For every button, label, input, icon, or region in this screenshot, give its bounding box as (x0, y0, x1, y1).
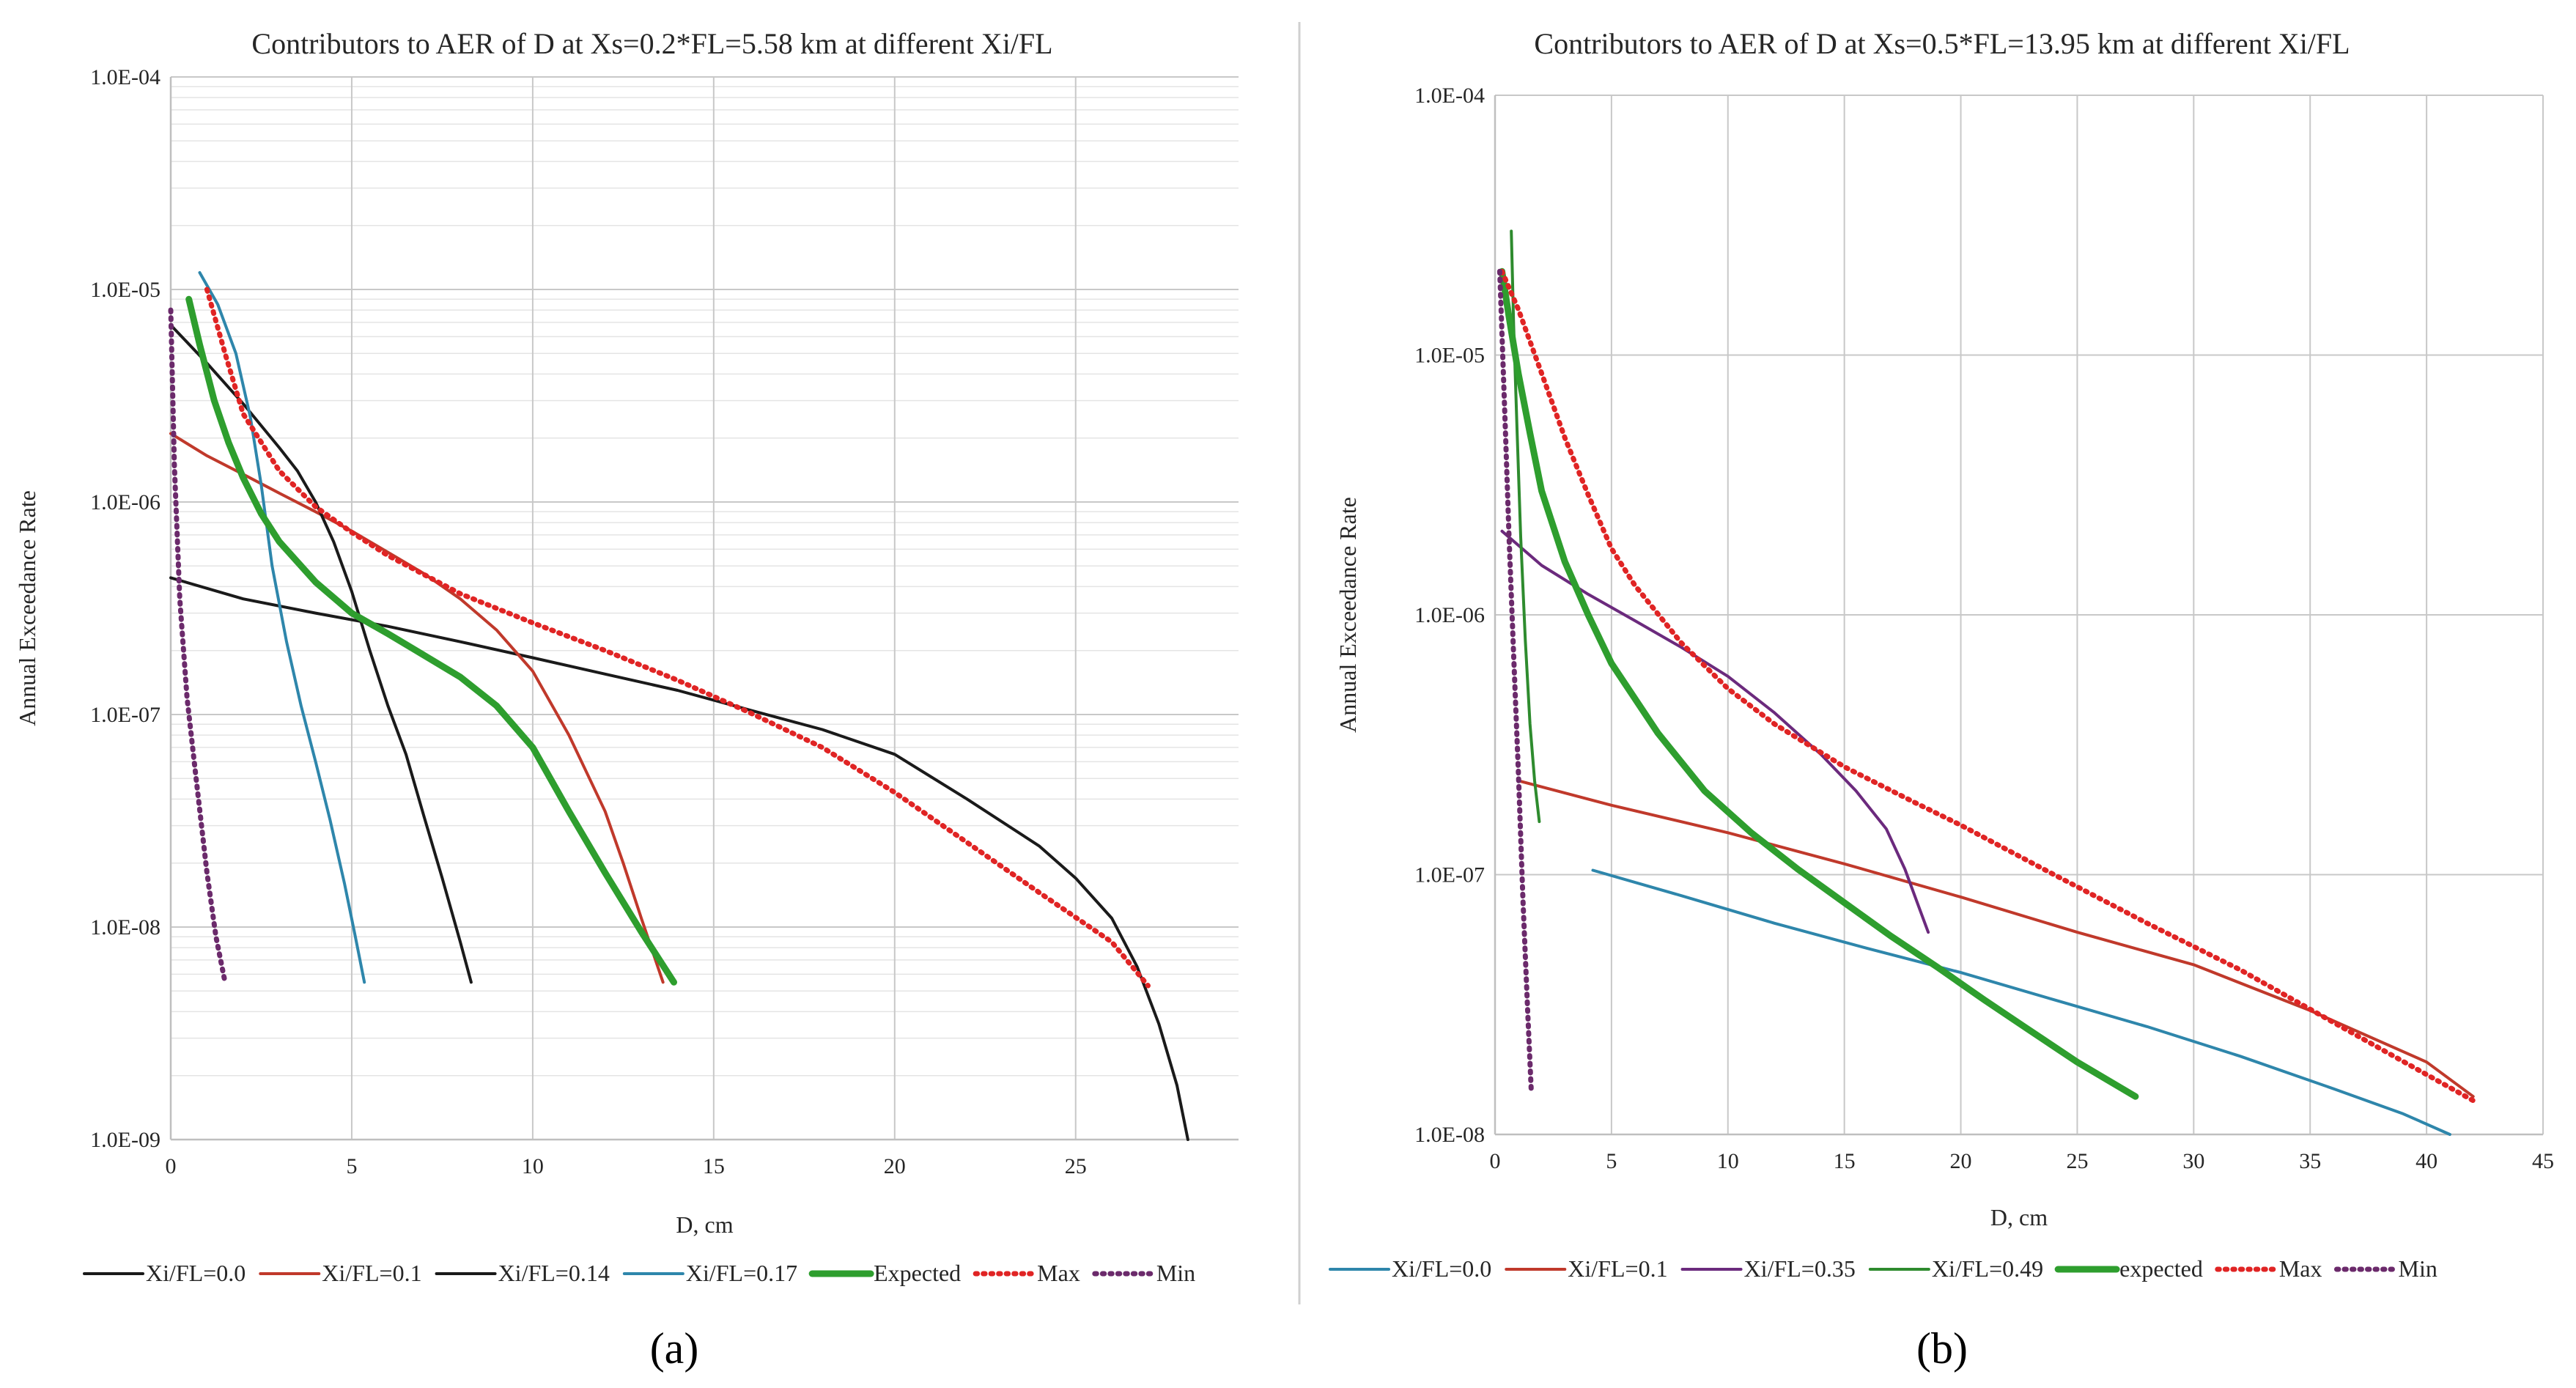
chart0-x-tick-label: 15 (703, 1154, 725, 1178)
chart1-x-tick-label: 5 (1606, 1149, 1617, 1173)
chart1-legend-item: Min (2333, 1255, 2437, 1282)
chart0-x-tick-label: 0 (166, 1154, 177, 1178)
chart0-series-line-xi-fl-0-17 (198, 271, 366, 984)
chart0-y-axis-label: Annual Exceedance Rate (14, 490, 40, 726)
chart0-legend-label: Xi/FL=0.17 (686, 1260, 797, 1286)
chart1-series-line-max (1499, 268, 2476, 1104)
chart1-legend-label: Xi/FL=0.1 (1568, 1255, 1667, 1282)
chart1-x-tick-label: 25 (2066, 1149, 2088, 1173)
chart0-legend-item: Xi/FL=0.14 (435, 1260, 610, 1286)
chart1-y-tick-label: 1.0E-04 (1414, 84, 1485, 108)
chart1-legend-item: Xi/FL=0.1 (1505, 1255, 1668, 1282)
chart1-legend-label: Xi/FL=0.35 (1744, 1255, 1856, 1282)
chart1-series-line-xi-fl-0-1 (1516, 779, 2475, 1099)
chart1-legend-item: Xi/FL=0.35 (1680, 1255, 1856, 1282)
chart1-x-tick-label: 20 (1950, 1149, 1972, 1173)
chart0-y-tick-label: 1.0E-05 (90, 278, 160, 302)
chart1-y-axis-label: Annual Exceedance Rate (1335, 497, 1361, 733)
chart1-legend-label: Xi/FL=0.49 (1932, 1255, 2043, 1282)
chart1-y-tick-label: 1.0E-07 (1414, 863, 1485, 887)
chart1-legend: Xi/FL=0.0 Xi/FL=0.1 Xi/FL=0.35 Xi/FL=0.49 ex… (1329, 1255, 2437, 1282)
chart1-x-tick-label: 15 (1834, 1149, 1856, 1173)
chart0-legend-label: Max (1037, 1260, 1080, 1286)
chart0-x-tick-label: 10 (522, 1154, 544, 1178)
chart-panel-1: 1.0E-08 1.0E-07 1.0E-06 1.0E-05 1.0E-04 0 5 10 1… (1329, 27, 2554, 1373)
chart1-series-line-xi-fl-0-35 (1500, 529, 1930, 934)
chart1-legend-label: Xi/FL=0.0 (1392, 1255, 1491, 1282)
chart1-legend-label: expected (2119, 1255, 2203, 1282)
chart0-panel-label: (a) (650, 1324, 699, 1373)
chart0-legend-item: Min (1092, 1260, 1195, 1286)
chart0-x-tick-label: 20 (884, 1154, 906, 1178)
chart1-y-tick-label: 1.0E-08 (1414, 1123, 1485, 1147)
chart1-series-line-xi-fl-0-0 (1591, 868, 2451, 1136)
chart0-y-tick-label: 1.0E-04 (90, 65, 160, 89)
chart0-series-line-xi-fl-0-0 (169, 576, 1189, 1141)
chart1-x-tick-label: 35 (2299, 1149, 2321, 1173)
chart1-series-line-min (1496, 268, 1534, 1092)
chart0-y-tick-label: 1.0E-06 (90, 490, 160, 514)
chart0-legend-label: Min (1156, 1260, 1195, 1286)
chart-panel-0: 1.0E-09 1.0E-08 1.0E-07 1.0E-06 1.0E-05 1.0E-… (14, 27, 1239, 1373)
chart1-x-axis-label: D, cm (1990, 1204, 2048, 1230)
chart0-series-line-max (204, 287, 1151, 989)
chart1-x-tick-label: 10 (1717, 1149, 1739, 1173)
chart1-legend-label: Max (2279, 1255, 2322, 1282)
chart0-title: Contributors to AER of D at Xs=0.2*FL=5.… (251, 27, 1052, 60)
chart1-legend-item: Max (2215, 1255, 2322, 1282)
chart0-y-tick-label: 1.0E-07 (90, 703, 160, 727)
chart0-y-tick-label: 1.0E-08 (90, 915, 160, 940)
chart0-legend-label: Xi/FL=0.14 (498, 1260, 610, 1286)
chart1-x-tick-label: 45 (2532, 1149, 2554, 1173)
chart1-panel-label: (b) (1916, 1324, 1968, 1373)
chart0-series-line-xi-fl-0-14 (169, 323, 473, 984)
chart0-legend-item: Expected (808, 1260, 961, 1286)
chart0-x-tick-label: 5 (346, 1154, 357, 1178)
chart0-series-line-min (168, 307, 228, 985)
chart0-x-axis-label: D, cm (676, 1211, 733, 1238)
chart1-title: Contributors to AER of D at Xs=0.5*FL=13… (1534, 27, 2350, 60)
chart0-y-tick-label: 1.0E-09 (90, 1128, 160, 1152)
chart1-legend-item: expected (2054, 1255, 2203, 1282)
chart0-legend-label: Expected (874, 1260, 961, 1286)
chart0-legend-item: Xi/FL=0.0 (83, 1260, 246, 1286)
chart0-legend: Xi/FL=0.0 Xi/FL=0.1 Xi/FL=0.14 Xi/FL=0.17 Ex… (83, 1260, 1195, 1286)
chart0-x-tick-label: 25 (1065, 1154, 1087, 1178)
chart0-legend-item: Xi/FL=0.17 (622, 1260, 797, 1286)
chart1-x-tick-label: 30 (2182, 1149, 2204, 1173)
chart1-y-tick-label: 1.0E-05 (1414, 344, 1485, 368)
chart1-legend-label: Min (2398, 1255, 2437, 1282)
chart0-series-line-expected (185, 295, 677, 986)
chart1-series-line-expected (1499, 267, 2139, 1100)
chart1-x-tick-label: 40 (2416, 1149, 2437, 1173)
chart1-x-tick-label: 0 (1490, 1149, 1501, 1173)
chart0-legend-item: Xi/FL=0.1 (259, 1260, 422, 1286)
chart1-y-tick-label: 1.0E-06 (1414, 603, 1485, 627)
chart0-legend-label: Xi/FL=0.1 (322, 1260, 421, 1286)
chart1-legend-item: Xi/FL=0.49 (1868, 1255, 2043, 1282)
chart1-legend-item: Xi/FL=0.0 (1329, 1255, 1491, 1282)
chart0-legend-item: Max (973, 1260, 1080, 1286)
chart0-legend-label: Xi/FL=0.0 (146, 1260, 246, 1286)
